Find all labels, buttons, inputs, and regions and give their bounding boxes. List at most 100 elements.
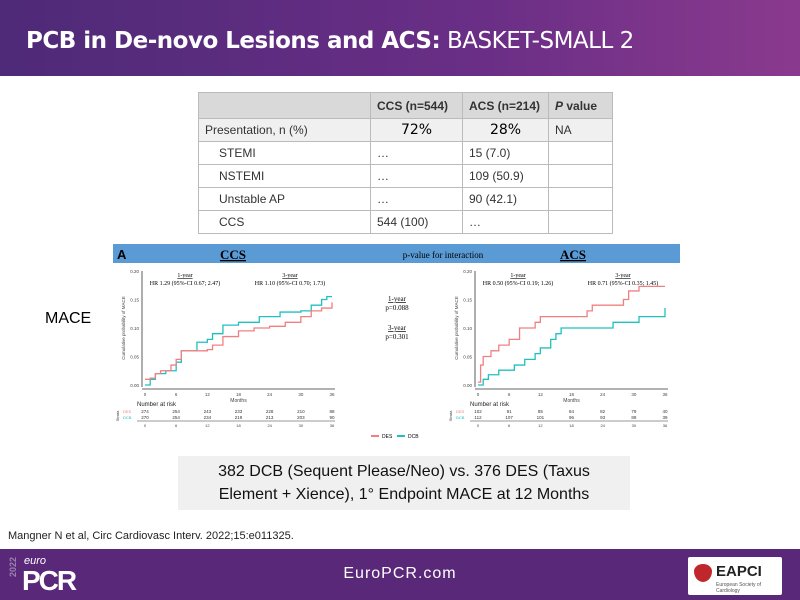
risk-dcb-count: 270 bbox=[141, 415, 149, 420]
study-caption: 382 DCB (Sequent Please/Neo) vs. 376 DES… bbox=[178, 456, 630, 510]
slide-title: PCB in De-novo Lesions and ACS: BASKET-S… bbox=[26, 28, 634, 54]
cell: 72% bbox=[370, 118, 463, 142]
footer-bar: 2022 euro PCR EuroPCR.com bbox=[0, 549, 800, 600]
header-cell bbox=[198, 92, 371, 119]
x-tick: 0 bbox=[477, 392, 480, 397]
x-tick: 12 bbox=[205, 392, 211, 397]
panel-label: A bbox=[117, 247, 127, 262]
x-label: Months bbox=[563, 398, 580, 404]
figure-title-bar bbox=[113, 244, 680, 263]
x-label: Months bbox=[230, 398, 247, 404]
cell: … bbox=[370, 164, 463, 188]
strata-label: Strata bbox=[448, 410, 453, 421]
risk-dcb-count: 93 bbox=[600, 415, 606, 420]
heart-icon bbox=[694, 564, 712, 582]
y-tick: 0.00 bbox=[463, 383, 472, 388]
p3-value: p=0.301 bbox=[385, 333, 409, 341]
risk-x-tick: 18 bbox=[236, 423, 241, 428]
title-rest: BASKET-SMALL 2 bbox=[440, 28, 634, 54]
p1-value: p=0.088 bbox=[385, 304, 409, 312]
y-label: Cumulative probability of MACE bbox=[121, 296, 126, 360]
legend-dcb: DCB bbox=[408, 434, 419, 440]
x-tick: 6 bbox=[175, 392, 178, 397]
x-tick: 30 bbox=[298, 392, 304, 397]
title-bold: PCB in De-novo Lesions and ACS: bbox=[26, 28, 441, 54]
risk-x-tick: 6 bbox=[175, 423, 178, 428]
risk-x-tick: 0 bbox=[477, 423, 480, 428]
hr3-label: 3-year bbox=[282, 273, 297, 279]
header-cell: CCS (n=544) bbox=[370, 92, 463, 119]
cell: 15 (7.0) bbox=[462, 141, 549, 165]
logo-pcr: PCR bbox=[22, 565, 77, 596]
y-label: Cumulative probability of MACE bbox=[454, 296, 459, 360]
risk-des-count: 243 bbox=[204, 409, 212, 414]
panel-title: CCS bbox=[220, 247, 246, 262]
cell bbox=[548, 141, 613, 165]
panel-title: ACS bbox=[560, 247, 586, 262]
table-row: NSTEMI… 109 (50.9) bbox=[198, 164, 613, 188]
cell: CCS bbox=[198, 210, 371, 234]
risk-dcb-count: 219 bbox=[235, 415, 243, 420]
risk-dcb-count: 90 bbox=[329, 415, 335, 420]
risk-des-label: DES bbox=[456, 409, 465, 414]
cell: STEMI bbox=[198, 141, 371, 165]
cell: 109 (50.9) bbox=[462, 164, 549, 188]
header-cell: ACS (n=214) bbox=[462, 92, 549, 119]
table-row: CCS 544 (100)… bbox=[198, 210, 613, 234]
mace-label: MACE bbox=[45, 310, 92, 327]
risk-des-label: DES bbox=[123, 409, 132, 414]
risk-x-tick: 24 bbox=[600, 423, 605, 428]
citation: Mangner N et al, Circ Cardiovasc Interv.… bbox=[8, 530, 294, 542]
risk-x-tick: 30 bbox=[299, 423, 304, 428]
x-tick: 36 bbox=[662, 392, 668, 397]
risk-dcb-count: 39 bbox=[662, 415, 668, 420]
y-tick: 0.05 bbox=[463, 355, 472, 360]
strata-label: Strata bbox=[115, 410, 120, 421]
x-tick: 36 bbox=[329, 392, 335, 397]
cell: … bbox=[370, 141, 463, 165]
risk-dcb-count: 254 bbox=[172, 415, 180, 420]
risk-x-tick: 12 bbox=[205, 423, 210, 428]
risk-dcb-count: 213 bbox=[266, 415, 274, 420]
risk-des-count: 228 bbox=[266, 409, 274, 414]
legend-des: DES bbox=[382, 434, 393, 440]
cell bbox=[548, 210, 613, 234]
x-tick: 24 bbox=[267, 392, 273, 397]
x-tick: 6 bbox=[508, 392, 511, 397]
x-tick: 12 bbox=[538, 392, 544, 397]
risk-des-count: 210 bbox=[297, 409, 305, 414]
p3-label: 3-year bbox=[388, 324, 407, 332]
footer-url[interactable]: EuroPCR.com bbox=[343, 565, 457, 582]
hr1-label: 1-year bbox=[177, 273, 192, 279]
risk-dcb-count: 234 bbox=[204, 415, 212, 420]
risk-dcb-label: DCB bbox=[456, 415, 465, 420]
presentation-table: CCS (n=544) ACS (n=214) P value Presenta… bbox=[198, 92, 613, 234]
table-row: Unstable AP… 90 (42.1) bbox=[198, 187, 613, 211]
risk-x-tick: 0 bbox=[144, 423, 147, 428]
risk-dcb-count: 203 bbox=[297, 415, 305, 420]
y-tick: 0.05 bbox=[130, 355, 139, 360]
risk-des-count: 40 bbox=[662, 409, 668, 414]
risk-x-tick: 6 bbox=[508, 423, 511, 428]
risk-dcb-count: 101 bbox=[537, 415, 545, 420]
y-tick: 0.10 bbox=[463, 326, 472, 331]
risk-des-count: 85 bbox=[538, 409, 544, 414]
y-tick: 0.00 bbox=[130, 383, 139, 388]
logo-euro: euro bbox=[24, 555, 47, 567]
risk-dcb-label: DCB bbox=[123, 415, 132, 420]
hr1-value: HR 1.29 (95%-CI 0.67; 2.47) bbox=[150, 280, 221, 287]
hr3-value: HR 1.10 (95%-CI 0.70; 1.73) bbox=[255, 280, 326, 287]
cell: … bbox=[370, 187, 463, 211]
eapci-logo: EAPCI European Society of Cardiology bbox=[688, 557, 782, 595]
risk-dcb-count: 107 bbox=[505, 415, 513, 420]
interaction-label: p-value for interaction bbox=[403, 250, 484, 260]
risk-x-tick: 12 bbox=[538, 423, 543, 428]
header-cell: P value bbox=[548, 92, 613, 119]
risk-des-count: 254 bbox=[172, 409, 180, 414]
cell: 28% bbox=[462, 118, 549, 142]
y-tick: 0.15 bbox=[130, 298, 139, 303]
table-row: STEMI… 15 (7.0) bbox=[198, 141, 613, 165]
risk-x-tick: 36 bbox=[663, 423, 668, 428]
cell: Unstable AP bbox=[198, 187, 371, 211]
